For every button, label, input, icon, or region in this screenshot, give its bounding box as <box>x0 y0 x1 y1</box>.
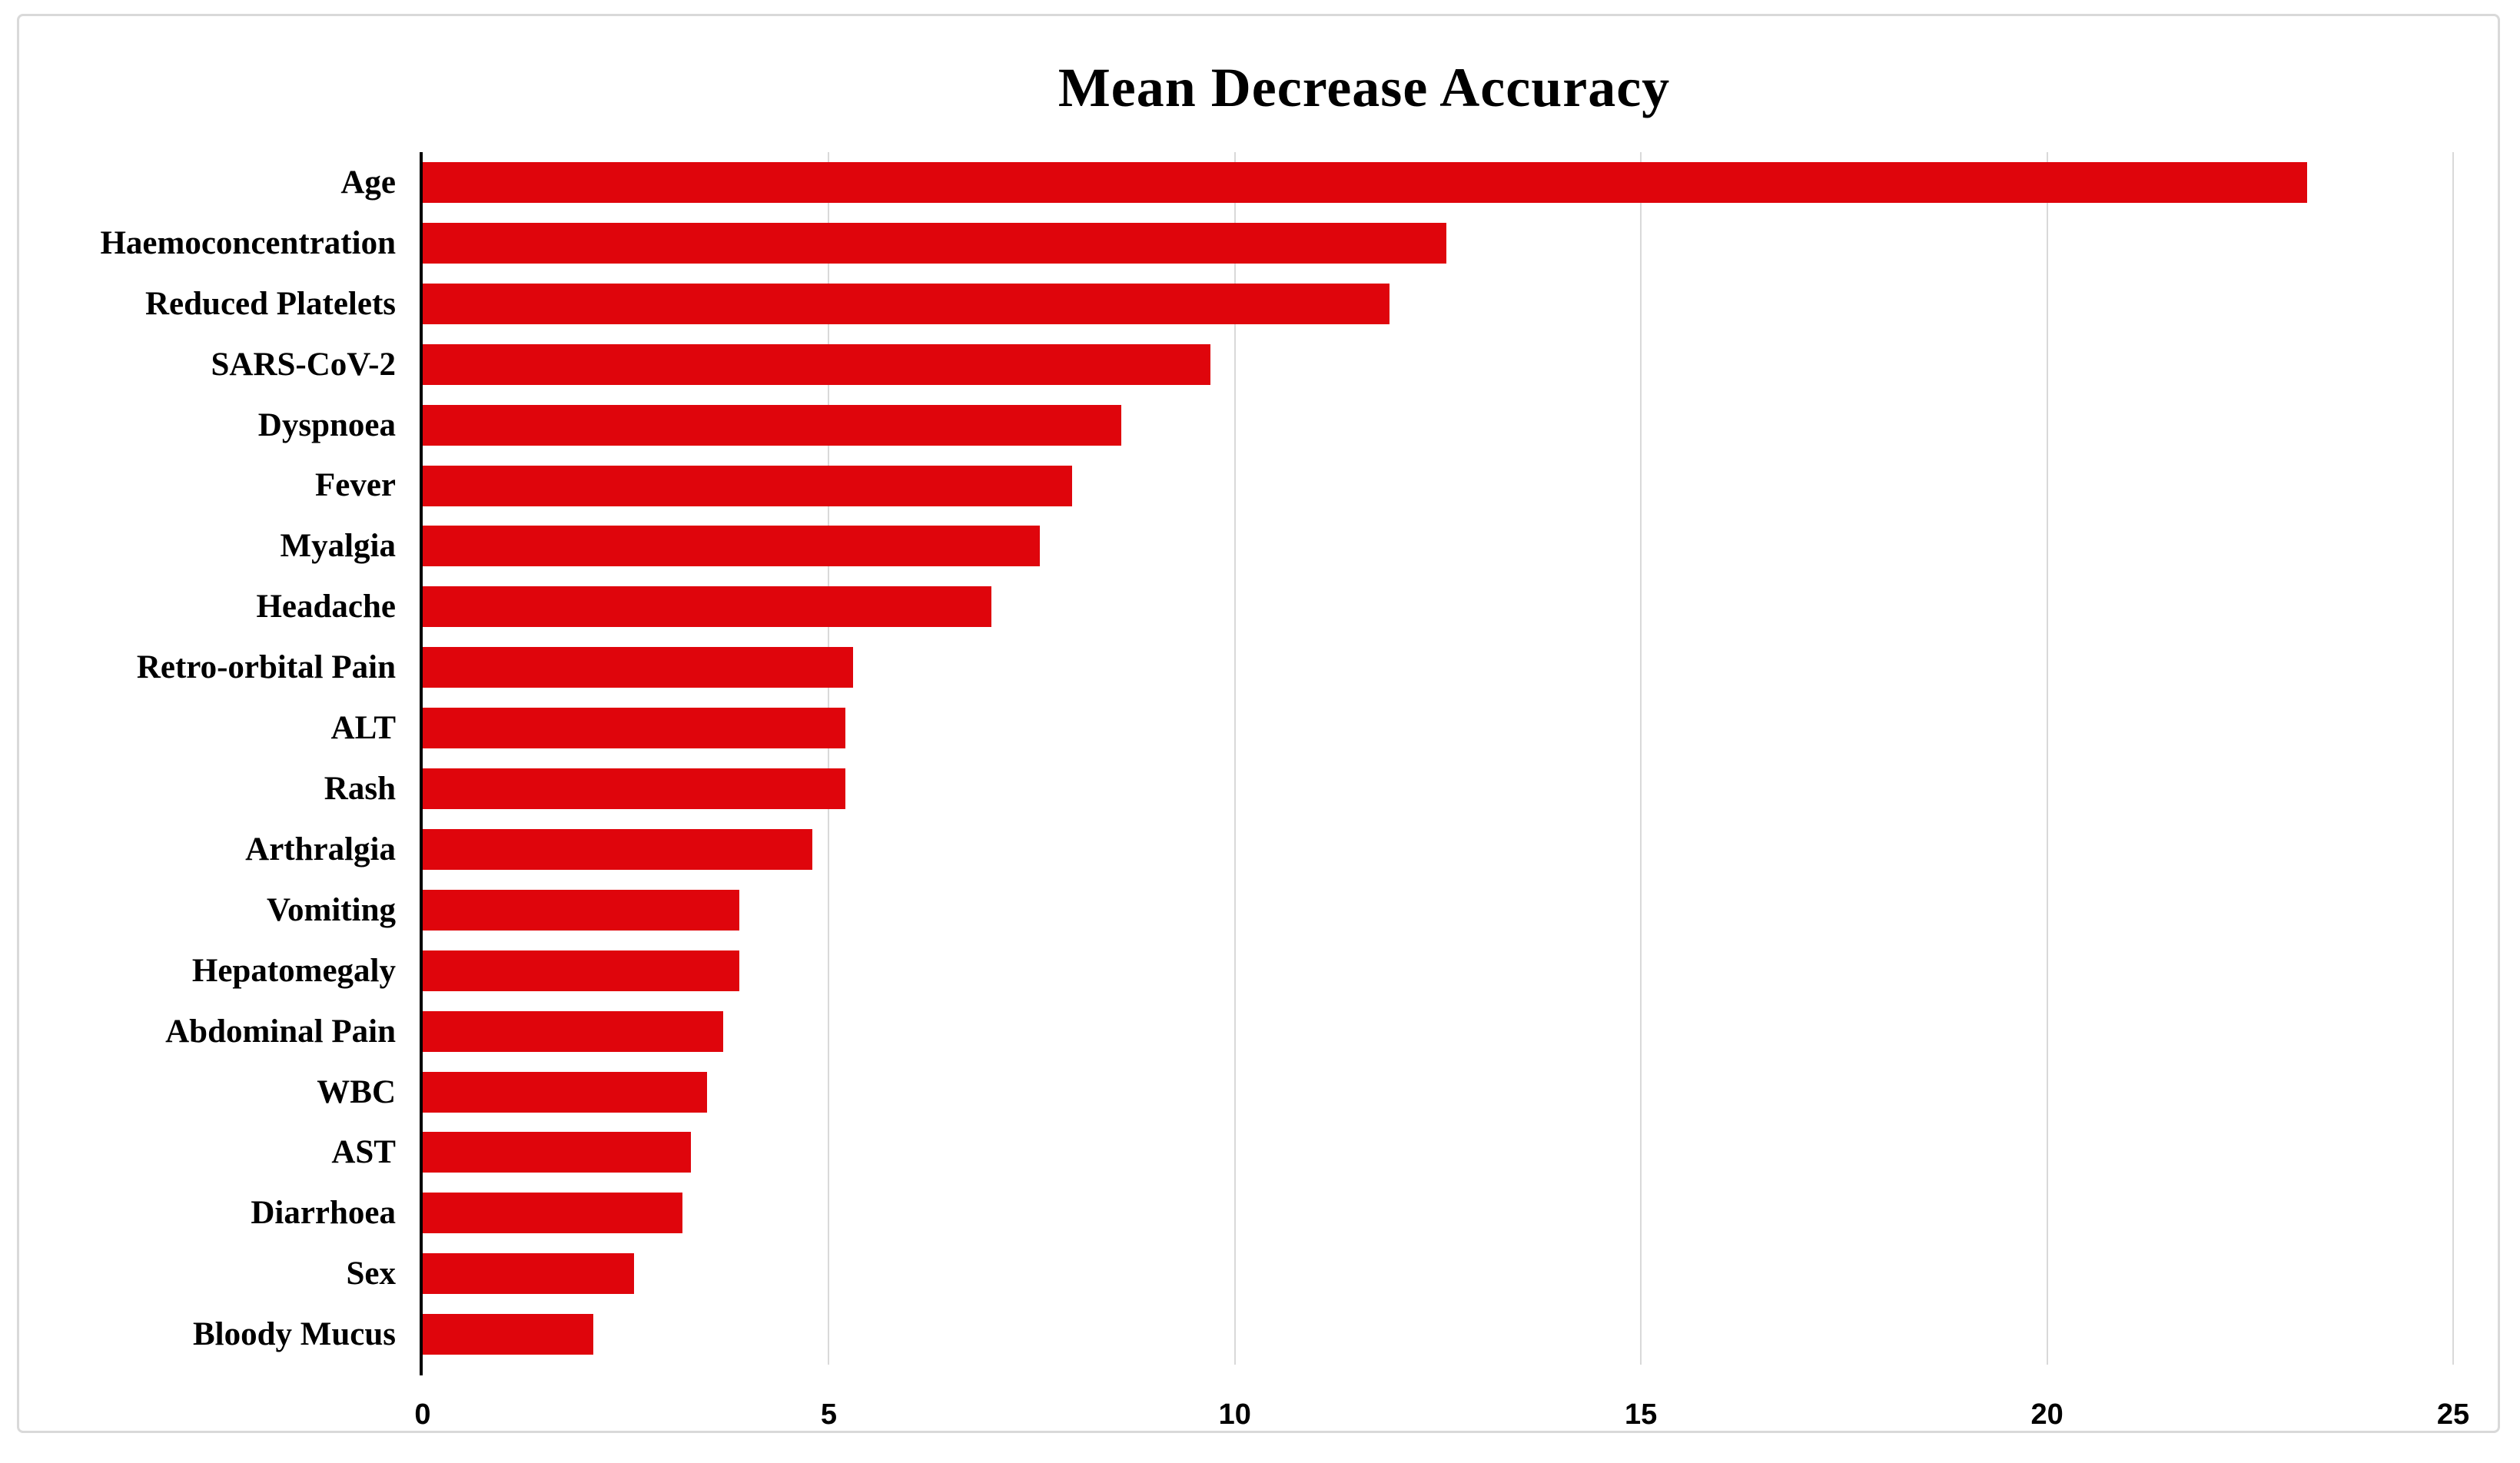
bar <box>423 343 1211 385</box>
category-label: Diarrhoea <box>251 1195 396 1232</box>
bar <box>423 1071 707 1113</box>
bar <box>423 889 740 931</box>
category-label: Dyspnoea <box>257 406 396 443</box>
category-label: Retro-orbital Pain <box>136 649 396 686</box>
x-tick-label-0: 0 <box>414 1398 431 1431</box>
bar <box>423 1010 724 1052</box>
plot-area <box>423 152 2454 1365</box>
gridline-15 <box>1640 152 1642 1365</box>
category-label: Fever <box>314 467 396 504</box>
category-labels: Age Haemoconcentration Reduced Platelets SA… <box>19 152 396 1365</box>
bar <box>423 586 991 628</box>
y-axis-line <box>420 152 423 1375</box>
bar <box>423 708 845 749</box>
category-label: Rash <box>324 771 396 808</box>
bar <box>423 768 845 809</box>
gridline-10 <box>1233 152 1236 1365</box>
bar <box>423 526 1041 567</box>
bar <box>423 283 1389 324</box>
category-label: Bloody Mucus <box>192 1316 396 1353</box>
category-label: SARS-CoV-2 <box>211 346 397 383</box>
chart-title: Mean Decrease Accuracy <box>1057 57 1671 118</box>
bar <box>423 222 1446 264</box>
category-label: Myalgia <box>280 528 396 565</box>
bar <box>423 647 854 688</box>
bar <box>423 162 2307 203</box>
x-axis: 0 5 10 15 20 25 <box>414 1392 2469 1438</box>
x-tick-label-20: 20 <box>2030 1398 2063 1431</box>
category-label: WBC <box>317 1073 396 1110</box>
category-label: Haemoconcentration <box>100 224 396 261</box>
gridline-20 <box>2046 152 2048 1365</box>
category-label: Arthralgia <box>245 831 396 868</box>
x-tick-label-10: 10 <box>1218 1398 1251 1431</box>
x-tick-label-5: 5 <box>820 1398 837 1431</box>
bar <box>423 1132 691 1173</box>
category-label: Abdominal Pain <box>165 1013 396 1050</box>
category-label: AST <box>331 1134 396 1171</box>
category-label: Sex <box>346 1256 397 1292</box>
x-tick-label-15: 15 <box>1625 1398 1658 1431</box>
category-label: Headache <box>256 589 396 625</box>
bar <box>423 950 740 991</box>
bar <box>423 1253 634 1295</box>
bar <box>423 1193 683 1234</box>
bar <box>423 1314 593 1355</box>
gridline-5 <box>828 152 830 1365</box>
bar <box>423 465 1073 506</box>
category-label: Hepatomegaly <box>191 952 396 989</box>
category-label: Vomiting <box>266 891 396 928</box>
category-label: ALT <box>330 710 396 747</box>
bar <box>423 404 1121 446</box>
x-tick-label-25: 25 <box>2436 1398 2470 1431</box>
category-label: Age <box>340 164 396 201</box>
bar <box>423 828 813 870</box>
chart-container: Mean Decrease Accuracy Age Haemoconcentra… <box>17 14 2500 1433</box>
category-label: Reduced Platelets <box>144 285 396 322</box>
gridline-25 <box>2452 152 2454 1365</box>
